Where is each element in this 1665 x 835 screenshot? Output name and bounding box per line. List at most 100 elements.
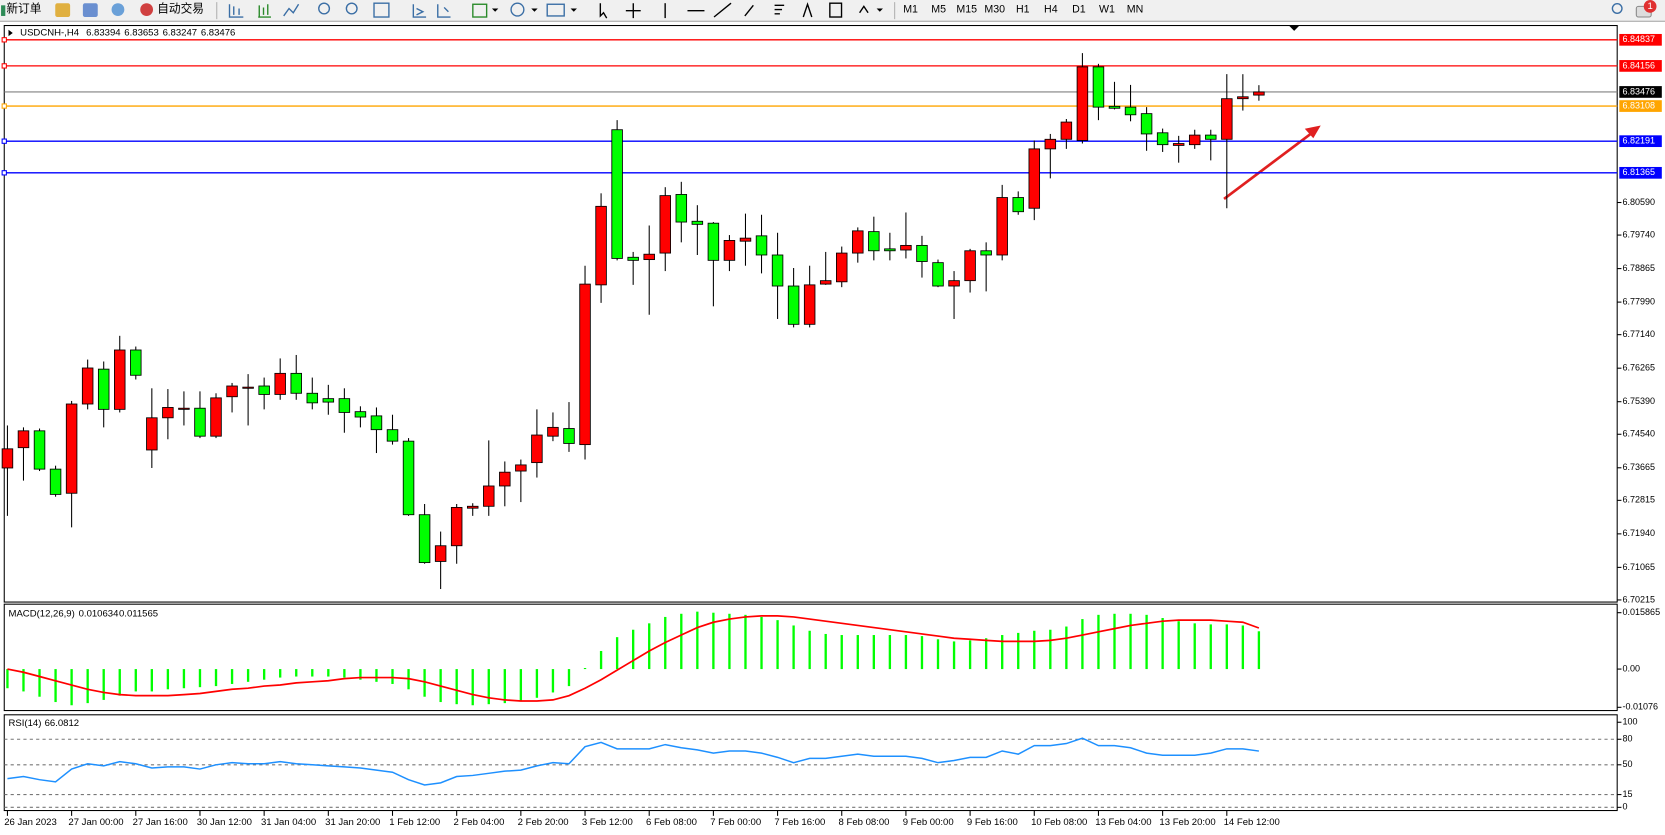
icon[interactable] (82, 3, 98, 18)
candle-body (1156, 132, 1169, 146)
timeframe-button[interactable]: M30 (984, 3, 1005, 15)
candle-body (836, 252, 848, 283)
annotation-arrow (1223, 130, 1315, 200)
icon[interactable] (859, 5, 869, 14)
candle-body (274, 372, 286, 395)
macd-main-value: 0.010634 (79, 608, 119, 619)
price-label: 6.84156 (1622, 60, 1655, 70)
icon[interactable] (625, 3, 641, 19)
icon[interactable] (228, 4, 244, 18)
candle-body (1172, 143, 1185, 146)
candle-body (178, 407, 190, 410)
candle-body (1253, 91, 1265, 96)
icon[interactable] (55, 3, 71, 18)
timeframe-button[interactable]: D1 (1072, 3, 1086, 15)
title-marker (8, 29, 13, 37)
candle-body (739, 237, 752, 242)
candle-body (964, 250, 976, 282)
icon[interactable] (345, 2, 358, 15)
price-label: 6.84837 (1622, 34, 1655, 44)
icon[interactable] (412, 4, 427, 18)
x-tick-label: 2 Feb 04:00 (453, 817, 504, 828)
icon[interactable] (774, 4, 785, 15)
candle-body (884, 248, 896, 252)
price-label-bg (1619, 135, 1662, 148)
candle-body (611, 129, 623, 259)
timeframe-button[interactable]: H4 (1044, 3, 1058, 15)
candle-body (146, 417, 158, 451)
candle-body (306, 392, 319, 404)
icon[interactable] (258, 4, 271, 18)
rsi-title: RSI(14) (9, 718, 42, 729)
candle-body (531, 434, 543, 464)
x-tick-label: 30 Jan 12:00 (197, 817, 252, 828)
icon[interactable] (318, 2, 331, 15)
x-tick-label: 2 Feb 20:00 (518, 817, 569, 828)
line-handle (1, 37, 7, 43)
candle-body (194, 407, 206, 437)
price-label: 6.82191 (1622, 136, 1655, 146)
candle-body (242, 386, 254, 389)
candle-body (386, 429, 399, 442)
candle-body (563, 428, 575, 444)
candle-body (49, 468, 62, 495)
icon[interactable] (283, 3, 300, 17)
candle-body (434, 545, 447, 562)
toolbar-icons (228, 2, 869, 19)
candle-body (370, 415, 383, 431)
icon[interactable] (744, 4, 754, 17)
timeframe-button[interactable]: W1 (1099, 3, 1115, 15)
macd-title: MACD(12,26,9) (9, 608, 75, 619)
candle-body (130, 349, 142, 376)
badge[interactable] (1643, 0, 1657, 13)
annotation-arrowhead (1304, 125, 1321, 139)
candle-body (980, 250, 992, 256)
x-tick-label: 7 Feb 16:00 (774, 817, 825, 828)
timeframe-button[interactable]: M5 (931, 3, 946, 15)
x-tick-label: 1 Feb 12:00 (389, 817, 440, 828)
y-tick-label: 6.76265 (1622, 363, 1655, 373)
y-tick-label: 6.78865 (1622, 263, 1655, 273)
timeframe-button[interactable]: M1 (903, 3, 918, 15)
rsi-line (7, 737, 1259, 786)
search-icon[interactable] (1611, 3, 1623, 14)
icon[interactable] (802, 2, 813, 18)
new-order-button[interactable]: 新订单 (1, 2, 42, 16)
icon[interactable] (599, 3, 608, 19)
icon[interactable] (437, 4, 451, 18)
timeframe-button[interactable]: MN (1127, 3, 1144, 15)
candle-body (322, 398, 335, 403)
badge-count[interactable]: 1 (1647, 1, 1652, 12)
y-tick-label: 0 (1622, 802, 1627, 812)
candle-body (1124, 106, 1137, 116)
line-handle (1, 138, 7, 144)
candle-body (65, 403, 78, 494)
icon[interactable] (829, 2, 843, 18)
new-order-label[interactable]: 新订单 (6, 2, 41, 16)
candle-body (595, 205, 607, 286)
icon[interactable] (472, 3, 488, 18)
icon[interactable] (373, 2, 390, 18)
y-tick-label: 6.79740 (1622, 229, 1655, 239)
ohlc-close: 6.83476 (201, 28, 235, 39)
candle-body (1188, 134, 1201, 146)
candle-body (1012, 197, 1024, 213)
timeframe-button[interactable]: M15 (956, 3, 977, 15)
x-tick-label: 9 Feb 00:00 (903, 817, 954, 828)
icon[interactable] (510, 2, 525, 17)
auto-trading-label[interactable]: 自动交易 (157, 2, 204, 16)
candle-body (900, 244, 912, 251)
candle-body (803, 284, 816, 325)
y-tick-label: 0.015865 (1622, 607, 1660, 617)
candle-body (81, 367, 94, 405)
x-tick-label: 14 Feb 12:00 (1224, 817, 1280, 828)
auto-trading-button[interactable]: 自动交易 (140, 2, 204, 16)
icon[interactable] (546, 3, 565, 17)
candle-body (996, 197, 1008, 256)
icon[interactable] (111, 3, 125, 16)
x-tick-label: 9 Feb 16:00 (967, 817, 1018, 828)
timeframe-button[interactable]: H1 (1016, 3, 1030, 15)
icon[interactable] (713, 2, 732, 18)
